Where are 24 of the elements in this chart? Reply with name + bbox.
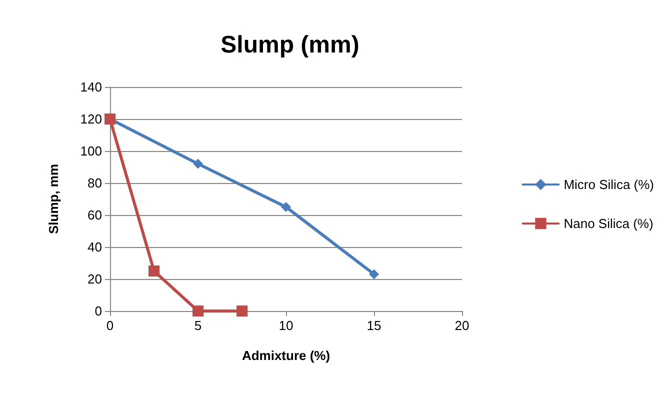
y-tick-label: 140 bbox=[80, 80, 102, 94]
y-tick-label: 80 bbox=[88, 176, 102, 190]
x-tick-label: 20 bbox=[454, 318, 470, 333]
y-tick-label: 120 bbox=[80, 112, 102, 126]
point bbox=[281, 202, 291, 212]
x-tick-label: 0 bbox=[106, 318, 114, 333]
x-axis-title: Admixture (%) bbox=[242, 348, 330, 363]
point bbox=[236, 306, 248, 316]
x-tick-label: 5 bbox=[194, 318, 202, 333]
y-tick-label: 0 bbox=[94, 304, 102, 318]
legend-label: Micro Silica (%) bbox=[564, 177, 654, 192]
y-tick-label: 60 bbox=[88, 208, 102, 222]
point bbox=[193, 158, 203, 169]
y-tick-label: 100 bbox=[80, 144, 102, 158]
point bbox=[369, 269, 379, 280]
legend-label: Nano Silica (%) bbox=[564, 216, 654, 231]
y-axis-title: Slump, mm bbox=[46, 164, 61, 234]
point bbox=[148, 266, 160, 276]
y-tick-label: 20 bbox=[88, 272, 102, 286]
chart-title: Slump (mm) bbox=[220, 32, 360, 58]
x-tick-label: 10 bbox=[278, 318, 294, 333]
x-tick-label: 15 bbox=[366, 318, 382, 333]
point bbox=[192, 306, 204, 316]
y-tick-label: 40 bbox=[88, 240, 102, 254]
